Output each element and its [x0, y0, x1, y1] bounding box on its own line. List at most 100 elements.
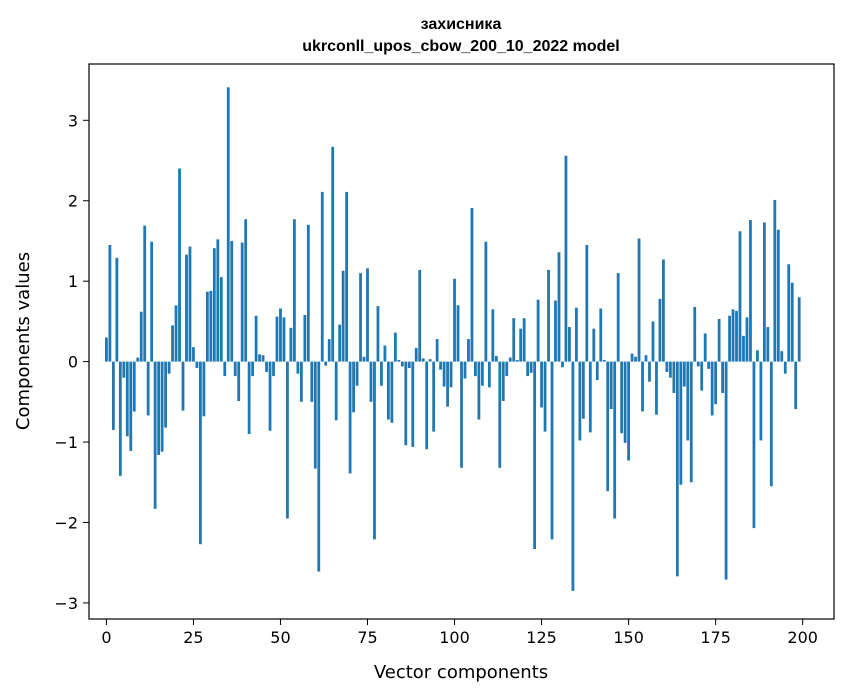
bar	[564, 155, 568, 362]
bar	[418, 269, 422, 362]
bar	[181, 361, 185, 411]
bar	[393, 332, 397, 362]
bar	[571, 361, 575, 591]
bar	[310, 361, 314, 402]
bar	[286, 361, 289, 519]
bar	[686, 361, 690, 441]
bar	[728, 315, 731, 362]
bar	[380, 361, 383, 386]
bar	[254, 315, 258, 362]
bar	[707, 361, 711, 369]
bar	[679, 361, 683, 485]
bar	[171, 325, 174, 362]
bar	[407, 361, 411, 369]
bar	[373, 361, 376, 540]
bar	[411, 361, 415, 447]
bar	[634, 356, 637, 362]
bar	[752, 361, 756, 529]
bar	[700, 361, 704, 391]
bar	[456, 305, 460, 362]
bar	[136, 357, 140, 362]
bar	[303, 314, 307, 362]
bar	[797, 297, 801, 362]
bar	[557, 252, 561, 362]
bar	[484, 241, 488, 362]
bar	[400, 361, 404, 367]
bar	[209, 290, 213, 362]
bar	[153, 361, 157, 509]
bar	[637, 238, 641, 362]
bar	[766, 327, 770, 362]
x-tick-label: 25	[183, 628, 203, 647]
bar	[536, 299, 540, 362]
bar	[460, 361, 463, 468]
bar	[592, 328, 596, 362]
y-tick-label: 0	[68, 353, 78, 372]
bar	[446, 361, 449, 407]
bar	[759, 361, 763, 441]
bar	[710, 361, 714, 416]
bar	[554, 300, 557, 362]
bar	[742, 335, 745, 362]
bar	[334, 361, 338, 421]
bar	[474, 361, 477, 377]
bar	[651, 321, 655, 362]
bar	[359, 273, 362, 362]
bar	[717, 318, 721, 362]
bar	[522, 318, 526, 362]
x-tick-label: 150	[613, 628, 644, 647]
bar	[731, 309, 735, 362]
bar	[150, 241, 154, 362]
bar	[515, 360, 519, 362]
bar	[122, 361, 126, 378]
bar	[689, 361, 693, 483]
bar	[470, 207, 474, 362]
bar	[606, 361, 610, 492]
bar	[317, 361, 321, 572]
bar	[769, 361, 773, 487]
bar	[366, 268, 369, 362]
bar	[237, 361, 241, 402]
bar	[115, 257, 119, 362]
bar	[178, 168, 181, 362]
bar	[463, 361, 467, 379]
bar	[251, 361, 255, 377]
x-tick-label: 100	[439, 628, 470, 647]
bar	[574, 307, 578, 362]
bar	[581, 361, 585, 419]
bar	[703, 333, 707, 362]
bar	[613, 361, 617, 519]
bar	[655, 361, 658, 415]
bar	[185, 254, 188, 362]
bar	[762, 222, 766, 362]
bar	[345, 191, 349, 362]
bar	[630, 353, 634, 362]
bar	[125, 361, 129, 437]
bar	[230, 240, 234, 362]
bar	[491, 309, 495, 362]
bar	[352, 361, 355, 413]
bar	[265, 361, 268, 373]
bar	[745, 317, 749, 362]
bar	[132, 361, 136, 412]
bar	[783, 361, 787, 374]
bar	[299, 361, 303, 402]
y-tick-label: 2	[68, 192, 78, 211]
bar	[776, 229, 780, 362]
x-tick-label: 0	[101, 628, 111, 647]
bar	[494, 355, 498, 362]
bar	[139, 311, 143, 362]
bar	[724, 361, 728, 580]
bar	[529, 361, 533, 373]
bar	[111, 361, 115, 430]
bar	[108, 244, 112, 362]
y-tick-label: −2	[54, 513, 78, 532]
bar	[341, 270, 345, 362]
bar	[435, 339, 439, 362]
bar	[331, 146, 335, 362]
bar	[376, 306, 380, 362]
bar	[202, 361, 206, 417]
bar	[501, 361, 505, 402]
bar	[623, 361, 627, 443]
bar	[383, 345, 387, 362]
